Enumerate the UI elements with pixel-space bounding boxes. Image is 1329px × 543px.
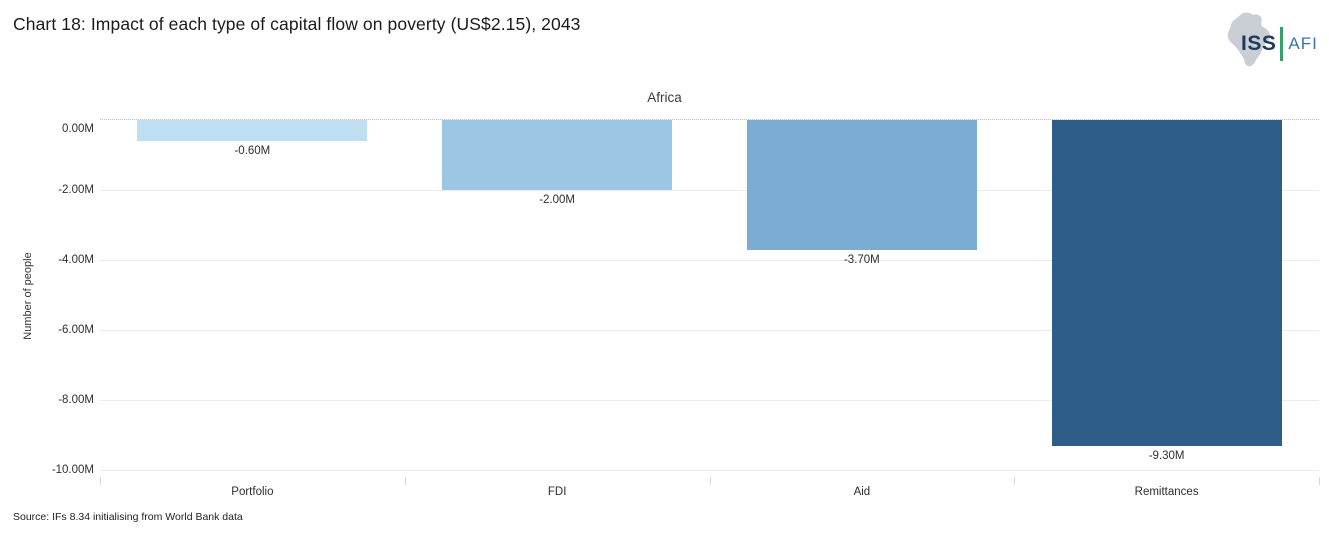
- x-category-label-remittances: Remittances: [1134, 486, 1199, 498]
- y-tick-label: -2.00M: [58, 184, 94, 196]
- chart-subtitle: Africa: [647, 90, 682, 105]
- x-category-label-fdi: FDI: [547, 486, 567, 498]
- gridline--8.00M: [100, 400, 1319, 401]
- x-axis-tick: [1319, 477, 1320, 485]
- gridline--2.00M: [100, 190, 1319, 191]
- y-tick-label: -4.00M: [58, 254, 94, 266]
- y-tick-label: -6.00M: [58, 324, 94, 336]
- africa-map-icon: [1227, 12, 1271, 67]
- logo-separator: [1280, 27, 1284, 61]
- gridline--10.00M: [100, 470, 1319, 471]
- gridline--4.00M: [100, 260, 1319, 261]
- x-category-label-portfolio: Portfolio: [231, 486, 274, 498]
- x-axis-tick: [1014, 477, 1016, 485]
- bar-remittances[interactable]: [1051, 120, 1282, 446]
- bar-value-label: -3.70M: [843, 253, 880, 266]
- y-tick-label: -8.00M: [58, 394, 94, 406]
- x-axis-tick: [404, 477, 406, 485]
- page-title: Chart 18: Impact of each type of capital…: [13, 14, 581, 34]
- y-tick-label: 0.00M: [62, 123, 94, 135]
- bar-fdi[interactable]: [442, 120, 673, 190]
- gridline--6.00M: [100, 330, 1319, 331]
- y-tick-label: -10.00M: [51, 464, 94, 476]
- afi-wordmark: AFI: [1288, 34, 1318, 53]
- x-axis-tick: [709, 477, 711, 485]
- iss-wordmark: ISS: [1241, 32, 1277, 55]
- source-note: Source: IFs 8.34 initialising from World…: [13, 511, 243, 523]
- bar-portfolio[interactable]: [137, 120, 368, 141]
- iss-afi-logo: ISS AFI: [1221, 10, 1321, 72]
- bar-value-label: -0.60M: [234, 145, 271, 157]
- logo-wordmark: ISS AFI: [1241, 27, 1318, 61]
- x-category-label-aid: Aid: [853, 486, 871, 498]
- bar-aid[interactable]: [746, 120, 977, 250]
- x-axis-tick: [100, 477, 101, 485]
- bar-value-label: -2.00M: [539, 194, 576, 206]
- gridline-0.00M: [100, 119, 1319, 120]
- bar-value-label: -9.30M: [1148, 449, 1185, 462]
